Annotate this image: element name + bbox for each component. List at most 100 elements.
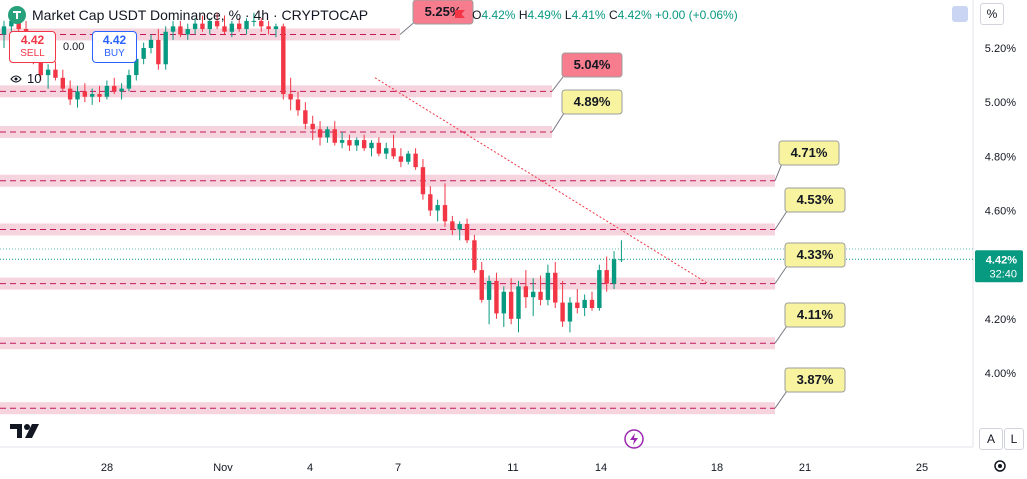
settings-toggle-button[interactable] xyxy=(948,3,972,25)
candle xyxy=(310,115,315,141)
candle xyxy=(479,261,484,303)
x-tick-label: 14 xyxy=(595,462,607,474)
candle xyxy=(464,218,470,243)
candle-body xyxy=(619,259,624,261)
candle-body xyxy=(369,142,374,149)
candle xyxy=(567,297,573,333)
level-label-box xyxy=(778,140,840,166)
candle xyxy=(126,69,132,92)
percent-scale-button[interactable]: % xyxy=(980,3,1004,25)
log-scale-button[interactable]: L xyxy=(1004,428,1024,450)
level-label-box xyxy=(784,367,846,393)
candle-body xyxy=(575,302,580,308)
last-price-tag xyxy=(975,250,1023,283)
candle xyxy=(575,289,580,314)
ohlc-l-label: L xyxy=(564,8,572,22)
candle xyxy=(339,131,345,149)
tradingview-logo-icon[interactable] xyxy=(10,422,42,445)
candle-body xyxy=(479,270,484,300)
candle xyxy=(295,91,301,116)
candle xyxy=(486,275,492,325)
candle xyxy=(237,18,242,32)
candle-body xyxy=(545,272,551,300)
candle xyxy=(112,77,117,95)
candle xyxy=(560,280,565,327)
auto-scale-button[interactable]: A xyxy=(979,428,1003,450)
candle xyxy=(90,88,95,105)
candle xyxy=(266,20,271,35)
support-zone xyxy=(0,337,775,350)
candle xyxy=(354,137,359,151)
candle xyxy=(332,121,337,146)
candle-body xyxy=(339,140,345,143)
candle-body xyxy=(67,88,73,100)
candle xyxy=(104,80,110,100)
x-tick-label: 21 xyxy=(799,462,811,474)
candle-body xyxy=(97,94,102,97)
candle-body xyxy=(82,91,88,97)
candle xyxy=(200,15,205,32)
candle-body xyxy=(134,58,139,76)
support-zone xyxy=(0,402,775,415)
candle-body xyxy=(428,194,433,211)
candle-body xyxy=(126,75,132,89)
candle-body xyxy=(582,299,587,308)
candle-body xyxy=(259,20,264,27)
level-label: 4.33% xyxy=(797,247,834,262)
candle-body xyxy=(266,26,271,30)
candle xyxy=(369,140,374,157)
candle xyxy=(288,77,293,111)
candle xyxy=(406,150,411,165)
level-label: 4.11% xyxy=(797,307,834,322)
trendline xyxy=(374,77,709,285)
candle-body xyxy=(531,291,536,298)
support-zone xyxy=(0,174,775,187)
candle-body xyxy=(229,23,235,32)
ohlc-h-label: H xyxy=(518,8,528,22)
y-tick-label: 4.60% xyxy=(985,206,1016,218)
tether-logo-icon xyxy=(8,6,26,24)
candle-body xyxy=(523,286,529,298)
gear-icon[interactable] xyxy=(992,458,1008,479)
candle xyxy=(494,272,499,319)
level-label: 3.87% xyxy=(797,372,834,387)
level-label-box xyxy=(561,52,623,78)
candle xyxy=(604,256,609,292)
candle-body xyxy=(38,58,43,76)
sell-price: 4.42 xyxy=(20,33,45,47)
lightning-icon[interactable] xyxy=(624,429,644,454)
symbol-title[interactable]: Market Cap USDT Dominance, % · 4h · CRYP… xyxy=(32,7,369,23)
sell-button[interactable]: 4.42 SELL xyxy=(9,31,56,63)
level-label-box xyxy=(784,242,846,268)
candle-body xyxy=(317,129,323,138)
y-tick-label: 4.80% xyxy=(985,151,1016,163)
candle xyxy=(398,148,404,168)
candle-body xyxy=(516,286,521,319)
y-tick-label: 5.00% xyxy=(985,97,1016,109)
candle-body xyxy=(244,20,249,30)
spread-value: 0.00 xyxy=(63,41,85,53)
candle-body xyxy=(53,69,58,78)
candle-body xyxy=(251,20,257,22)
candle-body xyxy=(90,94,95,97)
last-price-value: 4.42% xyxy=(986,254,1017,266)
candle-body xyxy=(406,153,411,162)
ohlc-c-value: 4.42% xyxy=(617,8,652,22)
buy-button[interactable]: 4.42 BUY xyxy=(92,31,137,63)
candle-body xyxy=(156,39,161,65)
candle xyxy=(457,221,462,241)
candle xyxy=(553,261,558,308)
level-label-box xyxy=(561,89,623,115)
candle xyxy=(170,20,176,40)
chart-legend: Market Cap USDT Dominance, % · 4h · CRYP… xyxy=(8,4,738,26)
indicators-toggle[interactable]: 10 xyxy=(10,71,41,86)
flag-icon[interactable] xyxy=(454,9,466,21)
candle xyxy=(611,251,617,290)
candle xyxy=(501,286,506,327)
level-label: 5.04% xyxy=(574,57,611,72)
candle xyxy=(597,264,602,311)
candle-body xyxy=(442,205,448,222)
candle xyxy=(523,270,529,308)
